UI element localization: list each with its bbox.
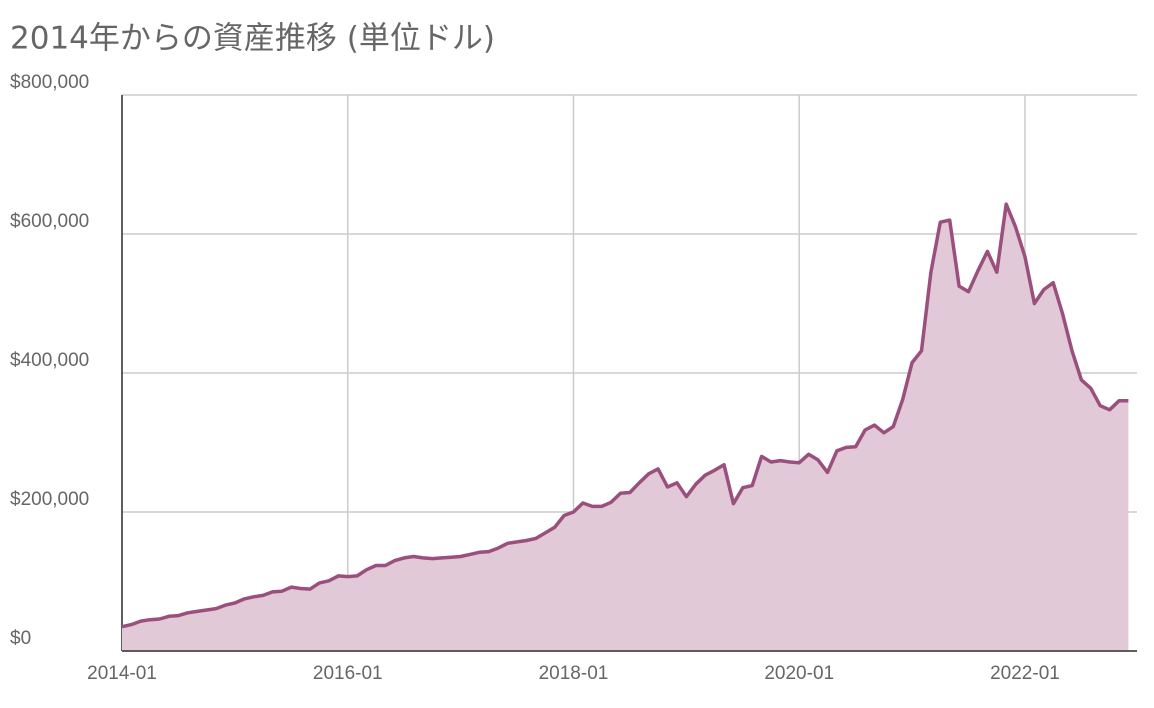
y-tick-label: $600,000 [10, 211, 89, 232]
y-tick-label: $0 [10, 628, 31, 649]
area-fill [122, 204, 1129, 651]
x-tick-label: 2016-01 [313, 663, 383, 684]
area-line [121, 202, 1129, 629]
y-tick-label: $400,000 [10, 350, 89, 371]
y-tick-label: $800,000 [10, 72, 89, 93]
chart-title: 2014年からの資産推移 (単位ドル) [10, 21, 495, 57]
y-tick-label: $200,000 [10, 489, 89, 510]
x-tick-label: 2014-01 [87, 663, 157, 684]
x-tick-label: 2022-01 [990, 663, 1060, 684]
x-tick-label: 2020-01 [764, 663, 834, 684]
x-tick-label: 2018-01 [539, 663, 609, 684]
